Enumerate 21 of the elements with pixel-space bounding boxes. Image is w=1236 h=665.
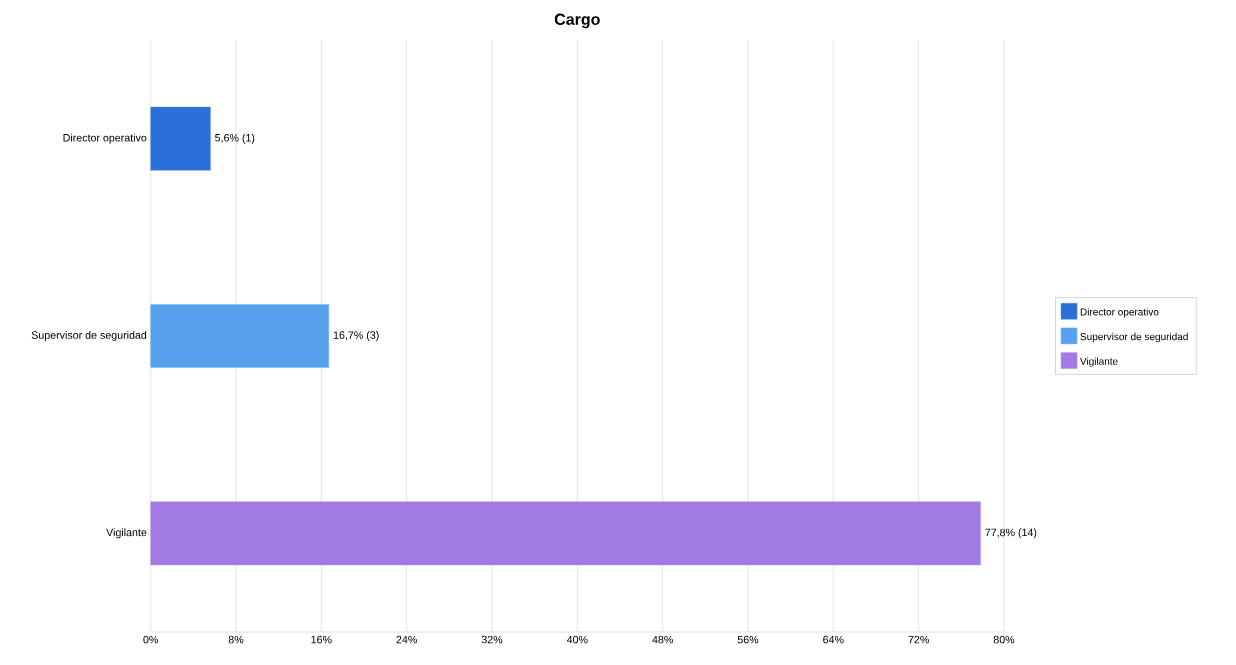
- y-tick-label: Director operativo: [63, 133, 147, 144]
- x-tick-label: 56%: [737, 635, 759, 644]
- y-tick-label: Vigilante: [106, 528, 147, 539]
- x-tick-label: 8%: [228, 635, 244, 644]
- y-tick-label: Supervisor de seguridad: [31, 330, 147, 341]
- data-label: 5,6% (1): [215, 133, 255, 144]
- legend-label: Vigilante: [1080, 357, 1118, 367]
- data-label: 16,7% (3): [333, 330, 379, 341]
- x-tick-label: 40%: [566, 635, 588, 644]
- x-tick-label: 72%: [908, 635, 929, 644]
- legend-label: Supervisor de seguridad: [1080, 332, 1188, 342]
- x-tick-label: 80%: [993, 635, 1015, 644]
- chart-title: Cargo: [554, 13, 600, 29]
- legend-label: Director operativo: [1080, 307, 1159, 318]
- x-tick-label: 32%: [481, 635, 503, 644]
- x-tick-label: 24%: [396, 635, 417, 644]
- x-tick-label: 0%: [143, 635, 158, 644]
- x-tick-label: 16%: [311, 635, 332, 644]
- x-tick-label: 48%: [652, 635, 673, 644]
- x-tick-label: 64%: [823, 635, 844, 644]
- data-label: 77,8% (14): [985, 528, 1037, 539]
